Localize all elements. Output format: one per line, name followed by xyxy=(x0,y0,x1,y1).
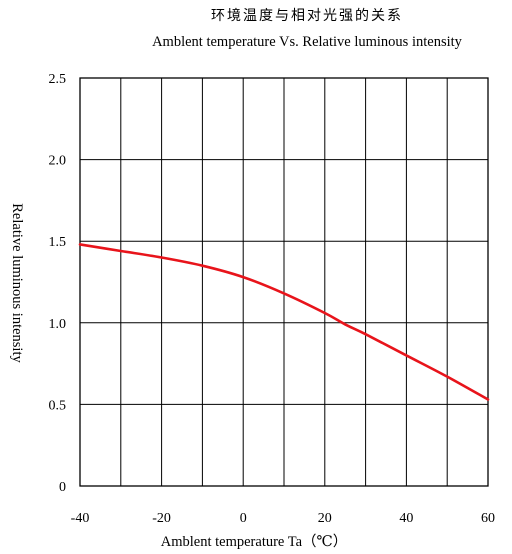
series-line-0 xyxy=(78,243,490,401)
x-tick-label: 20 xyxy=(318,511,332,526)
x-tick-label: 0 xyxy=(240,511,247,526)
x-tick-label: -20 xyxy=(152,511,171,526)
x-tick-label: -40 xyxy=(71,511,90,526)
x-tick-label: 40 xyxy=(399,511,413,526)
plot-area-border xyxy=(79,77,489,487)
y-axis-label: Relative luminous intensity xyxy=(9,203,25,363)
x-tick-label: 60 xyxy=(481,511,495,526)
y-tick-label: 0.5 xyxy=(49,398,67,413)
series-group xyxy=(78,243,490,401)
y-tick-label: 0 xyxy=(59,480,66,495)
y-tick-label: 2.0 xyxy=(49,154,67,169)
grid-lines xyxy=(79,77,489,487)
chart-title: 环境温度与相对光强的关系 xyxy=(211,8,403,24)
y-tick-label: 1.0 xyxy=(49,317,67,332)
y-tick-label: 2.5 xyxy=(49,72,67,87)
x-axis-label: Amblent temperature Ta（℃） xyxy=(161,533,347,550)
y-axis-ticks: 0 0.5 1.0 1.5 2.0 2.5 xyxy=(49,72,67,495)
y-tick-label: 1.5 xyxy=(49,235,67,250)
chart-subtitle: Amblent temperature Vs. Relative luminou… xyxy=(152,34,463,50)
x-axis-ticks: -40 -20 0 20 40 60 xyxy=(71,511,495,526)
